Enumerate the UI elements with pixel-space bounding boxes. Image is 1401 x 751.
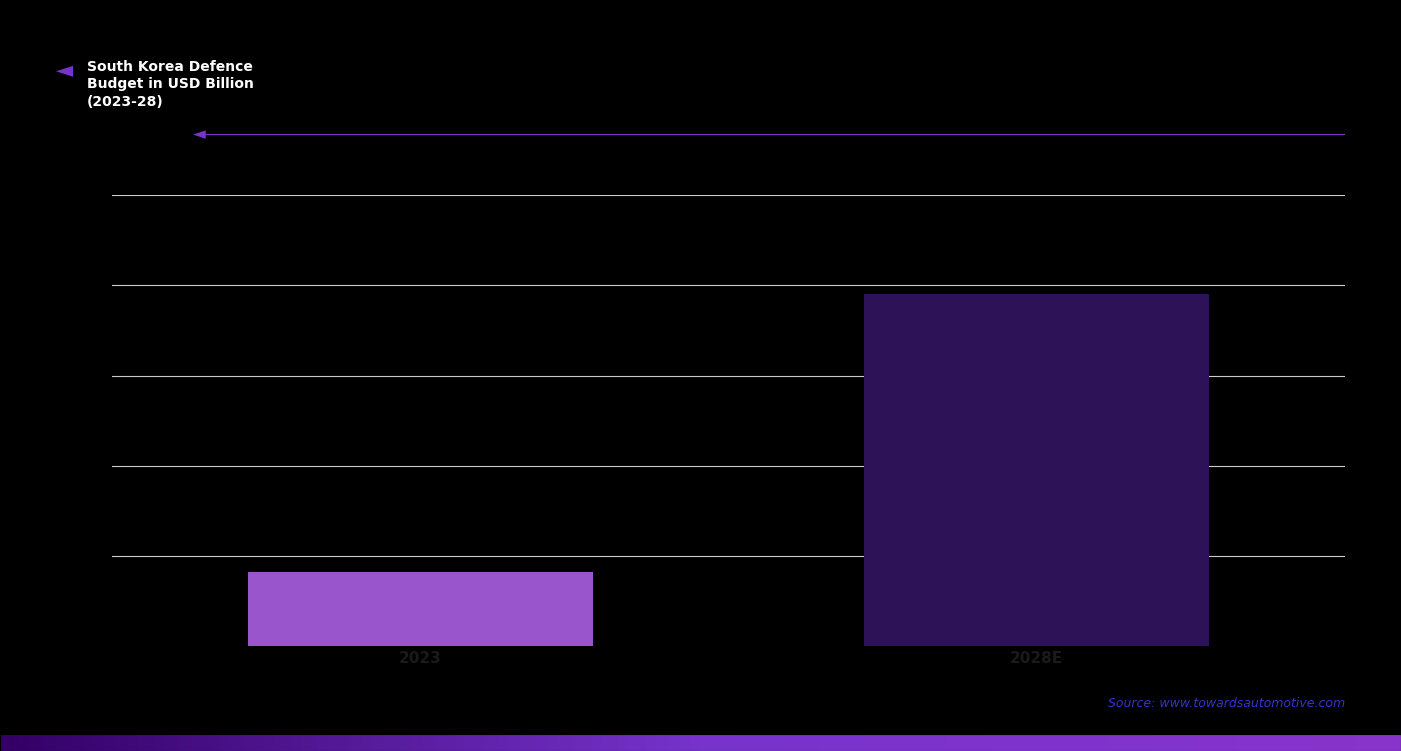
Bar — [248, 572, 593, 646]
Bar — [864, 294, 1209, 646]
Text: ◄: ◄ — [193, 125, 206, 143]
Text: ◄: ◄ — [56, 60, 73, 80]
Text: Source: www.towardsautomotive.com: Source: www.towardsautomotive.com — [1108, 697, 1345, 710]
Text: South Korea Defence
Budget in USD Billion
(2023-28): South Korea Defence Budget in USD Billio… — [87, 60, 254, 109]
